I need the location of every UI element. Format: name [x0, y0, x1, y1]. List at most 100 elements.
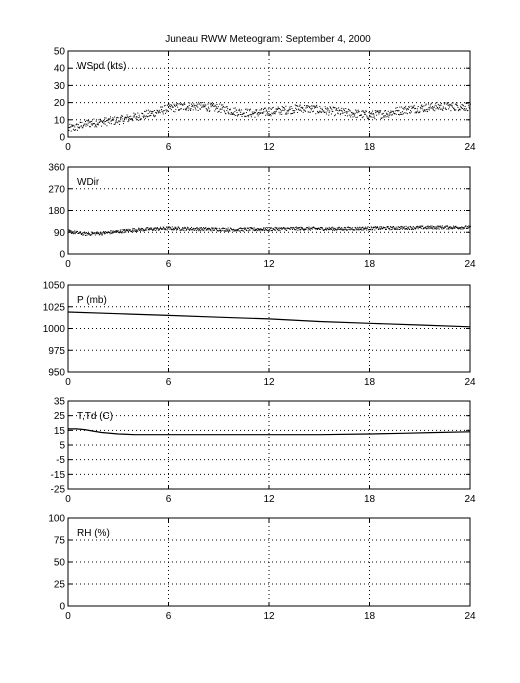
data-point [412, 228, 414, 230]
data-point [123, 229, 125, 231]
data-point [441, 228, 443, 230]
data-point [131, 118, 133, 120]
data-point [103, 121, 105, 123]
data-point [259, 228, 261, 230]
data-point [101, 121, 103, 123]
data-point [199, 103, 201, 105]
data-point [231, 112, 233, 114]
data-point [72, 233, 74, 235]
data-point [382, 117, 384, 119]
data-point [388, 114, 390, 116]
data-point [345, 228, 347, 230]
data-point [228, 230, 230, 232]
data-point [319, 227, 321, 229]
data-point [131, 231, 133, 233]
data-point [227, 111, 229, 113]
data-point [196, 105, 198, 107]
data-point [215, 227, 217, 229]
data-point [448, 104, 450, 106]
data-point [293, 111, 295, 113]
data-point [80, 125, 82, 127]
data-point [372, 116, 374, 118]
data-point [260, 109, 262, 111]
data-point [333, 228, 335, 230]
data-point [383, 116, 385, 118]
data-point [156, 227, 158, 229]
data-point [127, 121, 129, 123]
data-point [426, 226, 428, 228]
data-point [360, 114, 362, 116]
data-point [387, 113, 389, 115]
data-point [358, 229, 360, 231]
data-point [355, 227, 357, 229]
data-point [334, 229, 336, 231]
data-point [142, 230, 144, 232]
data-point [117, 122, 119, 124]
data-point [266, 227, 268, 229]
y-tick-label: 180 [48, 206, 65, 217]
data-point [326, 107, 328, 109]
data-point [182, 104, 184, 106]
data-point [374, 229, 376, 231]
data-point [405, 225, 407, 227]
data-point [448, 106, 450, 108]
data-point [173, 228, 175, 230]
data-point [444, 226, 446, 228]
data-point [215, 105, 217, 107]
data-point [230, 227, 232, 229]
data-point [372, 113, 374, 115]
panel-label-rh: RH (%) [77, 528, 110, 539]
data-point [190, 103, 192, 105]
data-point [114, 231, 116, 233]
data-point [366, 229, 368, 231]
data-point [224, 227, 226, 229]
data-point [453, 107, 455, 109]
data-point [309, 229, 311, 231]
data-point [278, 111, 280, 113]
data-point [369, 112, 371, 114]
data-point [256, 229, 258, 231]
data-point [212, 227, 214, 229]
data-point [239, 110, 241, 112]
data-point [127, 231, 129, 233]
data-point [395, 107, 397, 109]
data-point [251, 111, 253, 113]
data-point [377, 227, 379, 229]
data-point [434, 228, 436, 230]
data-point [404, 228, 406, 230]
data-point [444, 103, 446, 105]
data-point [201, 228, 203, 230]
x-tick-label: 24 [464, 494, 476, 505]
data-point [364, 227, 366, 229]
data-point [310, 107, 312, 109]
data-point [185, 229, 187, 231]
data-point [279, 108, 281, 110]
data-point [121, 232, 123, 234]
data-point [215, 108, 217, 110]
data-point [408, 227, 410, 229]
data-point [208, 111, 210, 113]
data-point [68, 230, 70, 232]
data-point [125, 230, 127, 232]
y-tick-label: 975 [48, 346, 65, 357]
data-point [175, 228, 177, 230]
data-point [397, 228, 399, 230]
data-point [185, 109, 187, 111]
data-point [336, 227, 338, 229]
data-point [126, 228, 128, 230]
data-point [467, 102, 469, 104]
data-point [133, 114, 135, 116]
x-tick-label: 18 [364, 259, 376, 270]
data-point [230, 113, 232, 115]
data-point [423, 105, 425, 107]
data-point [434, 104, 436, 106]
data-point [291, 113, 293, 115]
data-point [389, 228, 391, 230]
data-point [375, 112, 377, 114]
data-point [401, 226, 403, 228]
data-point [207, 227, 209, 229]
data-point [146, 229, 148, 231]
data-point [146, 109, 148, 111]
data-point [311, 227, 313, 229]
data-point [89, 126, 91, 128]
